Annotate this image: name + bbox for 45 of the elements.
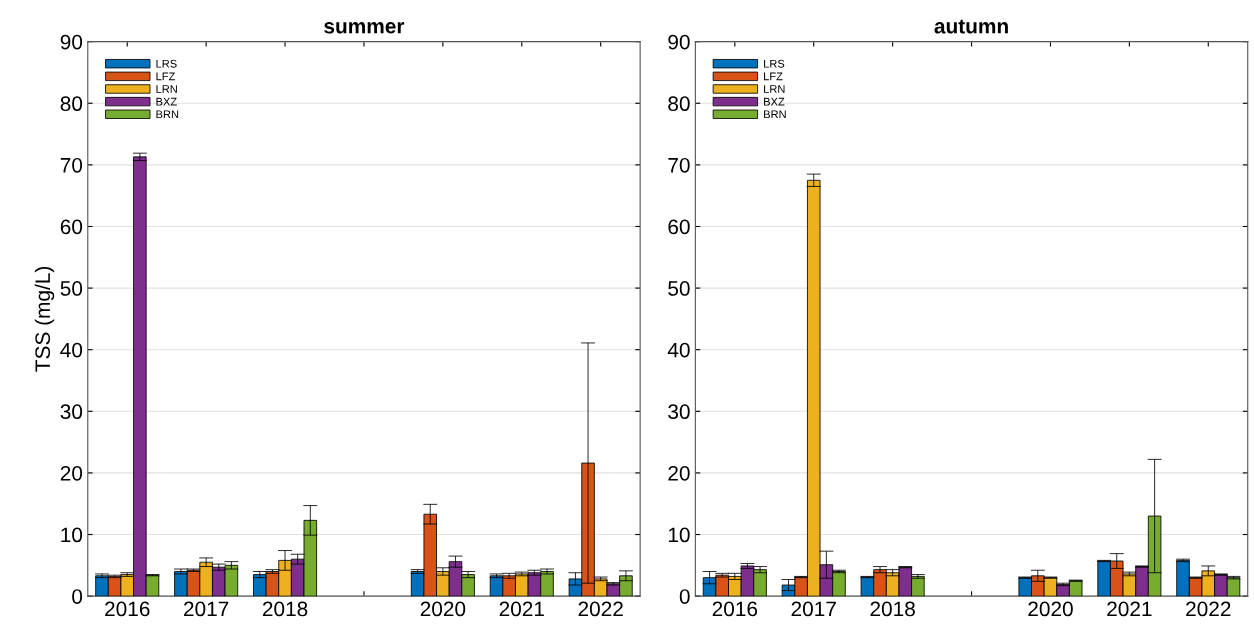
x-tick-label: 2021 <box>499 601 544 617</box>
legend-label: BXZ <box>764 97 785 106</box>
y-tick-label: 40 <box>667 342 690 358</box>
legend-label: BRN <box>156 110 179 119</box>
x-tick-label: 2022 <box>578 601 623 617</box>
x-tick-label: 2021 <box>1107 601 1152 617</box>
legend-label: LRN <box>764 85 785 93</box>
y-tick-label: 40 <box>60 342 83 358</box>
chart-title: summer <box>324 22 405 34</box>
x-tick-label: 2020 <box>1028 601 1073 617</box>
y-tick-label: 50 <box>668 281 690 296</box>
chart-title: autumn <box>934 19 1008 34</box>
y-tick-label: 70 <box>668 157 690 173</box>
x-tick-label: 2017 <box>791 601 836 617</box>
y-tick-label: 80 <box>668 96 690 112</box>
y-tick-label: 60 <box>60 219 83 235</box>
y-tick-label: 30 <box>60 404 83 420</box>
legend-label: BXZ <box>156 97 177 106</box>
legend-label: LFZ <box>764 72 783 81</box>
y-tick-label: 10 <box>668 527 690 543</box>
y-tick-label: 80 <box>60 96 83 112</box>
legend-label: LRS <box>764 59 785 68</box>
y-tick-label: 90 <box>60 34 83 50</box>
legend-label: LRN <box>156 85 177 93</box>
y-tick-label: 0 <box>679 589 690 604</box>
legend-label: LRS <box>156 59 177 68</box>
y-tick-label: 20 <box>668 465 690 481</box>
x-tick-label: 2020 <box>420 601 466 617</box>
y-tick-label: 0 <box>72 589 83 604</box>
y-tick-label: 10 <box>61 527 83 543</box>
y-tick-label: 60 <box>668 219 690 235</box>
y-tick-label: 30 <box>668 404 690 420</box>
x-tick-label: 2016 <box>712 601 758 617</box>
x-tick-label: 2022 <box>1186 601 1231 617</box>
x-tick-label: 2016 <box>105 601 150 617</box>
legend-label: BRN <box>764 110 786 119</box>
y-tick-label: 20 <box>60 465 83 481</box>
y-tick-label: 50 <box>60 281 83 296</box>
x-tick-label: 2018 <box>262 601 308 617</box>
y-tick-label: 90 <box>668 34 690 50</box>
y-tick-label: 70 <box>60 157 83 173</box>
legend-label: LFZ <box>156 72 175 81</box>
x-tick-label: 2017 <box>184 601 229 617</box>
x-tick-label: 2018 <box>870 601 915 617</box>
y-axis-title: TSS (mg/L) <box>34 266 55 372</box>
